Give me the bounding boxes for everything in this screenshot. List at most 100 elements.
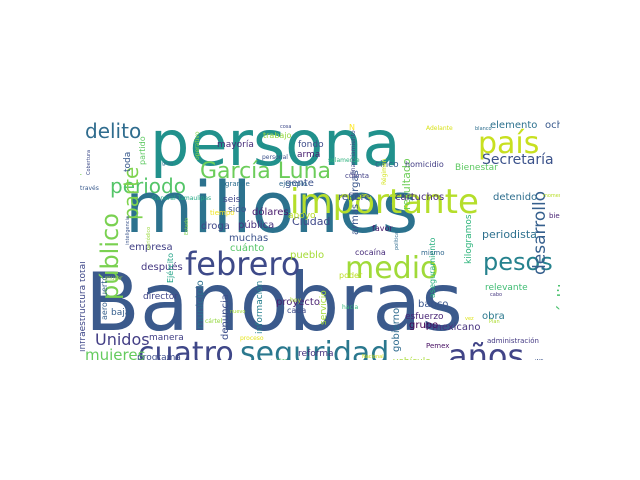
word: dólares bbox=[252, 206, 289, 218]
word: cinco bbox=[375, 160, 399, 170]
word: programa bbox=[137, 353, 181, 360]
word: obra bbox=[482, 311, 505, 322]
word: público bbox=[96, 213, 124, 300]
word: cártel bbox=[205, 318, 222, 325]
word: Régimen bbox=[381, 158, 388, 185]
word: muchas bbox=[229, 233, 268, 244]
word: cabo bbox=[490, 292, 502, 298]
word: proyecto bbox=[276, 297, 320, 308]
word: medio bbox=[345, 251, 438, 286]
word: hoy bbox=[290, 297, 301, 304]
word: personal bbox=[262, 154, 288, 161]
word: Pemex bbox=[426, 342, 449, 350]
word: seis bbox=[223, 195, 241, 205]
word: Nacional bbox=[362, 354, 384, 360]
word: Plan bbox=[489, 319, 500, 325]
word: delito bbox=[85, 120, 141, 143]
word: operativo bbox=[194, 131, 201, 160]
word: persona bbox=[150, 120, 401, 180]
word: periódico bbox=[145, 227, 152, 250]
word: cuenta bbox=[345, 172, 369, 180]
word: cocaína bbox=[355, 248, 386, 257]
word: importante bbox=[290, 182, 479, 222]
word: Unidos bbox=[95, 330, 150, 349]
word: seguridad bbox=[240, 336, 389, 360]
word: favor bbox=[372, 224, 393, 233]
word: nuevo bbox=[230, 309, 245, 315]
word: Ciudad bbox=[292, 215, 330, 228]
word: kilogramos bbox=[464, 214, 474, 264]
word: administración bbox=[487, 337, 539, 345]
word: ejemplo bbox=[279, 180, 307, 188]
word: Operaciones bbox=[80, 142, 82, 180]
word: poder bbox=[339, 271, 363, 280]
word: pública bbox=[238, 219, 274, 231]
word: resultado bbox=[400, 158, 413, 210]
word: pesos bbox=[483, 248, 553, 276]
word: Estado bbox=[184, 218, 190, 235]
word: apoyo bbox=[288, 211, 316, 221]
word: periodo bbox=[110, 174, 186, 198]
word: armas largas bbox=[350, 170, 361, 235]
word: bienes bbox=[425, 324, 442, 330]
word: homicidio bbox=[405, 160, 444, 169]
word: financiamiento bbox=[350, 130, 357, 175]
word: mayoría bbox=[217, 140, 254, 150]
word: detenido bbox=[493, 192, 537, 203]
word: cuatro bbox=[138, 336, 234, 360]
word: gente bbox=[285, 178, 314, 189]
word: N bbox=[349, 123, 355, 132]
word: política bbox=[393, 232, 400, 250]
word: Ejército bbox=[165, 253, 175, 283]
word: parte bbox=[119, 167, 143, 220]
word: esfuerzo bbox=[405, 312, 444, 322]
word: mujeres bbox=[85, 346, 146, 360]
word: país bbox=[478, 126, 539, 161]
word: febrero bbox=[185, 245, 300, 283]
word: millones bbox=[125, 167, 418, 249]
word: cada bbox=[287, 306, 306, 315]
word: Bienestar bbox=[455, 163, 498, 173]
word: cuánto bbox=[230, 242, 264, 254]
word: proceso bbox=[240, 335, 264, 342]
word: aeropuerto bbox=[100, 276, 109, 320]
word: Cobertura bbox=[86, 150, 92, 175]
word: arma bbox=[297, 150, 320, 160]
word: partido bbox=[138, 136, 147, 165]
word: manera bbox=[149, 333, 184, 343]
word: vez bbox=[465, 316, 474, 322]
word: través bbox=[80, 185, 99, 192]
word: García Luna bbox=[200, 159, 331, 184]
word: Secretaría bbox=[482, 152, 554, 168]
word: hizo bbox=[277, 358, 287, 360]
word: mismo bbox=[421, 249, 445, 257]
word: relevante bbox=[485, 283, 528, 293]
word: Banobras bbox=[85, 256, 463, 349]
word: toda bbox=[123, 152, 133, 172]
word: gobierno bbox=[391, 308, 402, 352]
word: bien bbox=[549, 212, 560, 220]
word: crédito bbox=[555, 271, 560, 330]
word: años bbox=[448, 337, 524, 360]
word: droga bbox=[201, 221, 230, 232]
word: refiere bbox=[338, 192, 371, 203]
word: aseguramiento bbox=[428, 238, 437, 298]
word: denuncia bbox=[220, 294, 231, 340]
word: municipio bbox=[195, 280, 206, 329]
word: blanco bbox=[475, 126, 492, 132]
word: después bbox=[141, 261, 183, 273]
word: reforma bbox=[298, 349, 334, 359]
word: información bbox=[254, 281, 265, 334]
word: cosa bbox=[280, 124, 291, 130]
word: elemento bbox=[490, 120, 537, 131]
word: servicio bbox=[319, 290, 329, 325]
word: momento bbox=[543, 193, 560, 199]
word: gran bbox=[162, 161, 173, 167]
word: baja bbox=[111, 308, 130, 318]
word: sido bbox=[228, 205, 247, 215]
word: tiempo bbox=[210, 209, 235, 217]
word: fondo bbox=[298, 140, 324, 150]
word: Adelante bbox=[426, 125, 453, 132]
word: pueblo bbox=[290, 250, 324, 261]
word-cloud: Banobras millones persona cuatro seguridad añ… bbox=[80, 120, 560, 360]
